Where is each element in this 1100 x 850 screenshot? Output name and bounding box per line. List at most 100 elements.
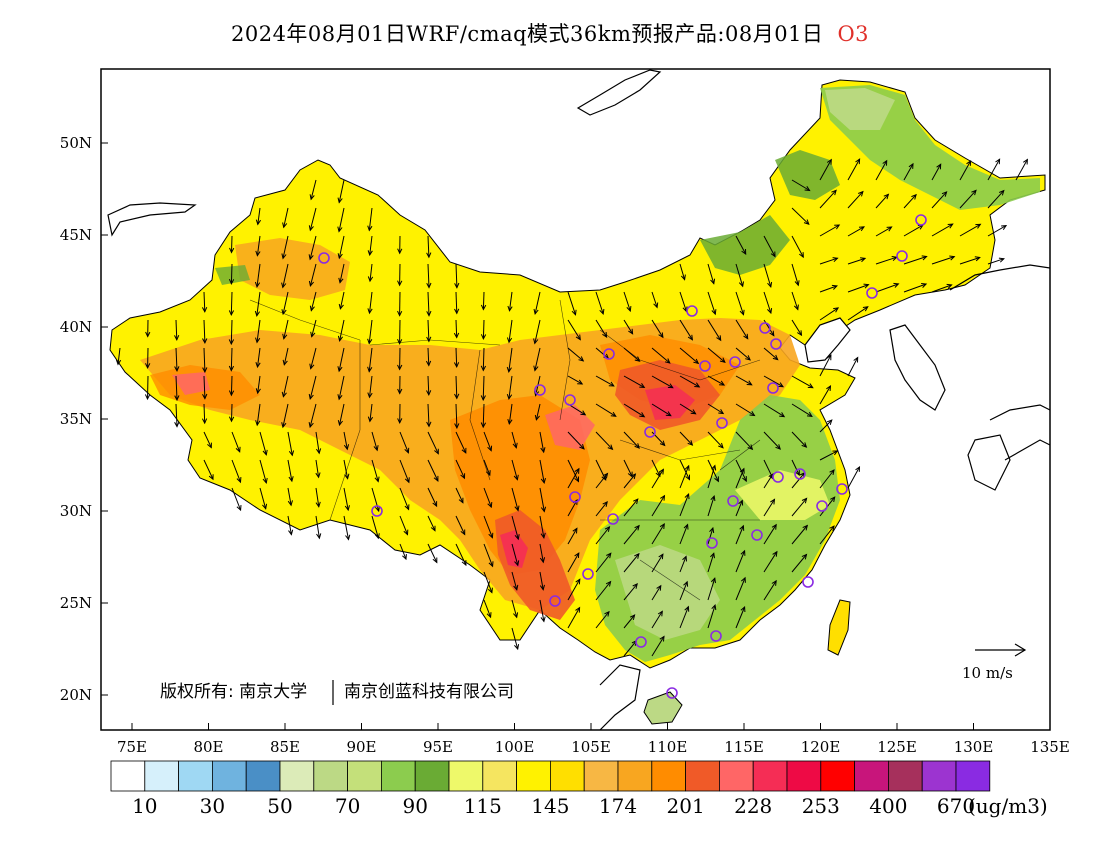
wind-arrow-head [667,383,674,389]
wind-arrow [595,319,608,338]
wind-arrow-head [634,552,640,559]
colorbar-label: 30 [200,794,225,818]
wind-arrow-head [798,252,804,259]
wind-arrow-head [602,331,608,338]
wind-arrow [455,515,466,535]
wind-arrow-head [228,416,235,423]
zone-green-khingan [775,150,840,200]
wind-arrow-head [308,254,314,261]
zone-yellow-yangtze [735,470,830,520]
wind-arrow [231,431,241,452]
wind-arrow-head [690,409,697,415]
wind-arrow-head [802,524,809,531]
lat-tick-label: 35N [60,410,92,428]
wind-arrow [763,403,785,418]
outline-korea-japan [889,264,1050,491]
wind-arrow [707,604,716,629]
wind-arrow-head [255,337,261,344]
wind-arrow [651,585,662,601]
wind-arrow [567,579,581,601]
wind-arrow [763,524,777,545]
wind-arrow [511,599,518,618]
wind-arrow-head [832,450,839,456]
wind-arrow-head [858,190,864,197]
wind-arrow-head [115,359,122,366]
wind-arrow-head [684,464,690,471]
wind-arrow [707,263,715,284]
wind-arrow-head [514,505,520,512]
wind-arrow-head [1001,225,1008,230]
wind-arrow [567,468,580,489]
colorbar-swatch [888,760,923,792]
wind-arrow [931,256,955,265]
wind-arrow-head [367,308,373,315]
colorbar-swatch [313,760,348,792]
wind-arrow [623,291,631,312]
wind-arrow-head [337,366,343,373]
wind-arrow [427,459,439,482]
wind-legend-label: 10 m/s [962,664,1013,682]
wind-arrow-head [426,282,432,289]
wind-arrow-head [145,331,151,338]
wind-arrow [338,179,345,203]
wind-arrow [315,515,320,539]
colorbar-label: 115 [464,794,502,818]
wind-arrow-head [578,356,585,362]
wind-arrow-head [288,476,294,483]
city-marker [710,630,722,642]
wind-arrow [427,403,430,427]
wind-arrow-head [575,606,581,613]
wind-arrow [511,543,519,566]
lon-tick-label: 125E [877,738,917,756]
colorbar-label: 70 [335,794,360,818]
wind-arrow-head [202,338,208,345]
city-marker [836,483,848,495]
wind-arrow-head [480,334,487,341]
wind-arrow-head [710,495,716,502]
wind-arrow-head [207,442,212,449]
wind-arrow-head [626,306,632,313]
wind-arrow-head [658,468,665,475]
wind-arrow [819,354,832,377]
wind-arrow-head [767,308,773,315]
wind-arrow-head [309,194,315,201]
wind-arrow [482,291,485,310]
wind-arrow-head [255,388,261,395]
wind-arrow-head [367,366,373,373]
wind-arrow [203,291,206,312]
wind-arrow [567,319,581,340]
wind-arrow-head [433,475,439,482]
wind-arrow [427,235,430,258]
wind-arrow [679,493,690,517]
colorbar-swatch [786,760,822,792]
wind-arrow-head [829,525,835,532]
wind-arrow-head [513,612,519,619]
wind-arrow [651,636,665,657]
wind-arrow-head [599,308,605,315]
wind-arrow-head [834,224,841,230]
wind-arrow-head [539,584,545,591]
wind-arrow-head [941,191,948,197]
wind-arrow-head [656,584,662,591]
wind-arrow-head [281,422,287,429]
wind-arrow [283,207,289,228]
wind-arrow [679,431,693,446]
wind-arrow [595,403,617,417]
wind-arrow-head [801,442,808,448]
island-taiwan [827,599,851,656]
wind-arrow-head [539,557,546,564]
wind-arrow-head [201,418,208,425]
city-marker [318,252,330,264]
wind-arrow [259,459,267,484]
wind-arrow-head [507,418,513,426]
wind-arrow-head [633,498,639,505]
wind-arrow [875,226,892,237]
wind-arrow-head [533,365,539,372]
wind-arrow [256,403,261,426]
wind-arrow-head [337,394,343,401]
wind-arrow [623,319,634,335]
wind-arrow [371,459,379,482]
wind-arrow-head [770,498,776,505]
wind-arrow-head [236,477,242,484]
wind-arrow-head [741,248,747,255]
